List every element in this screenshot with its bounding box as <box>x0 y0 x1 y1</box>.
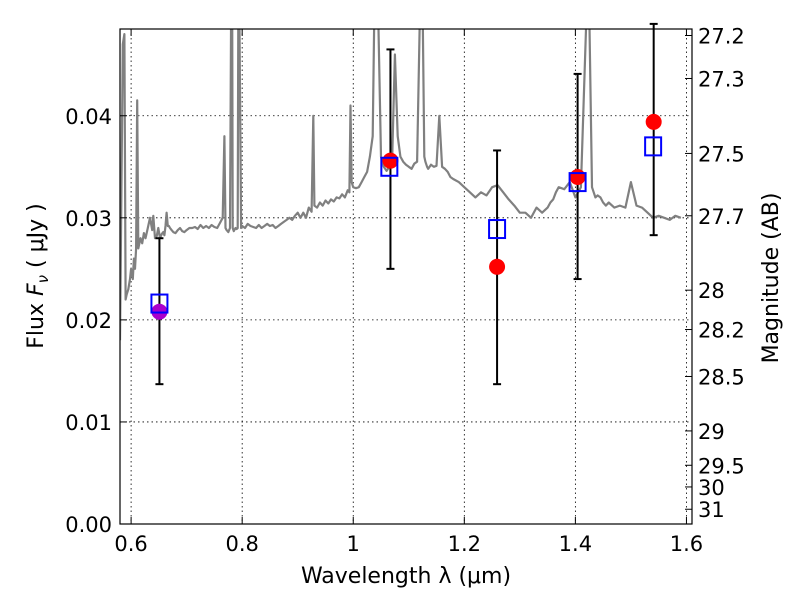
x-tick-label: 1 <box>347 532 360 556</box>
flux-point <box>569 168 586 185</box>
magnitude-tick-label: 31 <box>698 498 725 522</box>
flux-point <box>645 113 662 130</box>
magnitude-tick-label: 27.5 <box>698 142 745 166</box>
magnitude-tick-label: 27.3 <box>698 67 745 91</box>
flux-point <box>489 258 506 275</box>
magnitude-tick-label: 27.2 <box>698 25 745 49</box>
x-tick-label: 1.4 <box>559 532 592 556</box>
y-tick-label: 0.03 <box>65 207 112 231</box>
model-square-marker <box>150 293 169 314</box>
x-tick-label: 1.2 <box>448 532 481 556</box>
magnitude-axis-label: Magnitude (AB) <box>759 193 784 364</box>
x-axis: 0.6 0.8 1 1.2 1.4 1.6 <box>114 29 703 556</box>
magnitude-tick-label: 28.2 <box>698 319 745 343</box>
grid-lines <box>120 29 692 524</box>
model-square-marker <box>380 156 399 177</box>
y-axis: 0.00 0.01 0.02 0.03 0.04 <box>65 105 127 537</box>
y-axis-label: Flux Fν ( μJy ) <box>24 203 52 348</box>
magnitude-tick-label: 28.5 <box>698 365 745 389</box>
x-tick-label: 0.6 <box>114 532 147 556</box>
model-square-marker <box>568 172 587 193</box>
magnitude-tick-label: 30 <box>698 476 725 500</box>
magnitude-tick-label: 29.5 <box>698 454 745 478</box>
magnitude-tick-label: 28 <box>698 279 725 303</box>
x-tick-label: 0.8 <box>225 532 258 556</box>
model-square-marker <box>644 136 663 157</box>
x-axis-label: Wavelength λ (μm) <box>301 564 511 589</box>
y-tick-label: 0.01 <box>65 411 112 435</box>
magnitude-tick-label: 29 <box>698 420 725 444</box>
plot-frame <box>119 28 693 525</box>
data-markers <box>150 22 663 386</box>
spectrum-line <box>120 29 682 341</box>
y-tick-label: 0.04 <box>65 105 112 129</box>
spectrum-layer <box>120 29 682 341</box>
flux-point <box>382 152 399 169</box>
model-square-marker <box>488 219 507 240</box>
y-tick-label: 0.00 <box>65 513 112 537</box>
y-tick-label: 0.02 <box>65 309 112 333</box>
x-tick-label: 1.6 <box>670 532 703 556</box>
magnitude-tick-label: 27.7 <box>698 205 745 229</box>
